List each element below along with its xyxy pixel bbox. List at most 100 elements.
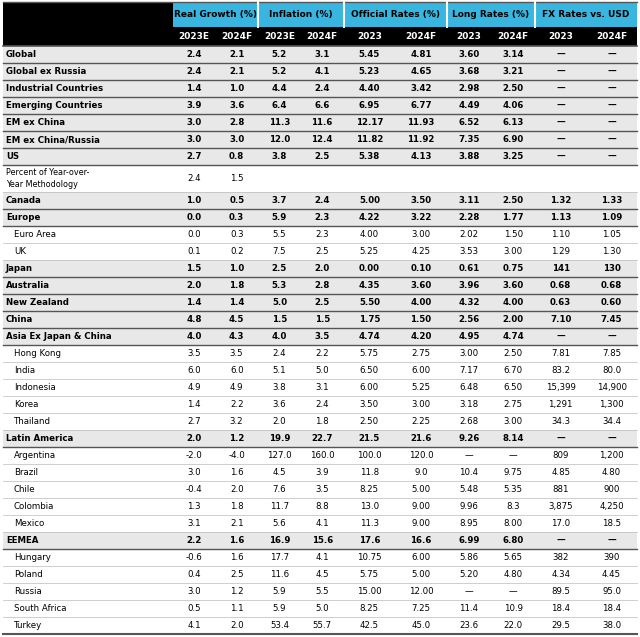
Text: 89.5: 89.5: [551, 587, 570, 596]
Bar: [3, 114, 637, 131]
Text: 4.45: 4.45: [602, 570, 621, 579]
Text: 5.00: 5.00: [412, 570, 431, 579]
Text: 34.3: 34.3: [551, 417, 570, 426]
Text: India: India: [14, 366, 35, 375]
Text: 5.38: 5.38: [359, 152, 380, 161]
Text: 6.95: 6.95: [359, 101, 380, 110]
Text: 3.88: 3.88: [458, 152, 479, 161]
Text: 4.06: 4.06: [502, 101, 524, 110]
Text: 2.75: 2.75: [412, 349, 431, 358]
Text: 5.00: 5.00: [412, 485, 431, 494]
Text: 2.50: 2.50: [502, 84, 524, 93]
Text: 2024F: 2024F: [405, 32, 436, 41]
Text: 4.5: 4.5: [316, 570, 329, 579]
Text: 12.17: 12.17: [356, 118, 383, 127]
Text: Brazil: Brazil: [14, 468, 38, 477]
Text: 8.25: 8.25: [360, 604, 379, 613]
Text: 2024F: 2024F: [497, 32, 529, 41]
Text: 1.0: 1.0: [229, 84, 244, 93]
Text: 1.8: 1.8: [229, 281, 244, 290]
Text: 2.25: 2.25: [412, 417, 431, 426]
Text: —: —: [607, 135, 616, 144]
Text: 3.22: 3.22: [410, 213, 432, 222]
Text: 2.50: 2.50: [504, 349, 523, 358]
Text: 4.25: 4.25: [412, 247, 431, 256]
Text: EEMEA: EEMEA: [6, 536, 38, 545]
Text: 4.5: 4.5: [229, 315, 244, 324]
Text: 2.50: 2.50: [502, 196, 524, 205]
Text: 4.74: 4.74: [358, 332, 380, 341]
Text: 881: 881: [552, 485, 569, 494]
Text: 3.5: 3.5: [230, 349, 243, 358]
Text: 4.80: 4.80: [602, 468, 621, 477]
Text: 3.6: 3.6: [273, 400, 286, 409]
Text: Emerging Countries: Emerging Countries: [6, 101, 102, 110]
Text: 1,300: 1,300: [599, 400, 624, 409]
Text: 95.0: 95.0: [602, 587, 621, 596]
Text: 3.96: 3.96: [458, 281, 479, 290]
Text: Poland: Poland: [14, 570, 43, 579]
Text: Korea: Korea: [14, 400, 38, 409]
Text: 1.4: 1.4: [187, 400, 201, 409]
Text: 3,875: 3,875: [548, 502, 573, 511]
Text: 4.81: 4.81: [410, 50, 432, 59]
Text: 34.4: 34.4: [602, 417, 621, 426]
Text: 2023E: 2023E: [179, 32, 209, 41]
Text: 10.9: 10.9: [504, 604, 523, 613]
Text: 8.00: 8.00: [504, 519, 523, 528]
Text: -0.6: -0.6: [186, 553, 202, 562]
Text: 2.5: 2.5: [315, 152, 330, 161]
Bar: [3, 148, 637, 165]
Text: Global: Global: [6, 50, 37, 59]
Text: 6.50: 6.50: [360, 366, 379, 375]
Text: —: —: [556, 152, 565, 161]
Bar: [586, 27, 637, 46]
Text: —: —: [556, 67, 565, 76]
Text: 2.7: 2.7: [187, 417, 201, 426]
Text: 1.50: 1.50: [410, 315, 431, 324]
Text: —: —: [556, 434, 565, 443]
Text: 2.2: 2.2: [316, 349, 329, 358]
Text: 1.32: 1.32: [550, 196, 572, 205]
Text: 0.5: 0.5: [229, 196, 244, 205]
Text: 17.7: 17.7: [270, 553, 289, 562]
Text: 8.8: 8.8: [316, 502, 329, 511]
Text: 23.6: 23.6: [460, 621, 479, 630]
Text: 15,399: 15,399: [546, 383, 575, 392]
Text: 2023E: 2023E: [264, 32, 295, 41]
Text: 4.5: 4.5: [273, 468, 286, 477]
Text: —: —: [509, 451, 518, 460]
Text: 2.1: 2.1: [229, 67, 244, 76]
Text: 6.99: 6.99: [458, 536, 479, 545]
Text: 21.5: 21.5: [359, 434, 380, 443]
Text: 3.7: 3.7: [272, 196, 287, 205]
Text: 18.4: 18.4: [602, 604, 621, 613]
Text: 2.0: 2.0: [186, 281, 202, 290]
Text: —: —: [607, 536, 616, 545]
Bar: [344, 27, 395, 46]
Text: 3.5: 3.5: [316, 485, 329, 494]
Text: 1.50: 1.50: [504, 230, 523, 240]
Text: 0.75: 0.75: [502, 264, 524, 273]
Text: 1.6: 1.6: [230, 553, 243, 562]
Text: 2.4: 2.4: [186, 67, 202, 76]
Text: 0.61: 0.61: [458, 264, 479, 273]
Text: 4.1: 4.1: [316, 553, 329, 562]
Text: 5.86: 5.86: [460, 553, 479, 562]
Text: 0.8: 0.8: [229, 152, 244, 161]
Text: 1.2: 1.2: [230, 587, 243, 596]
Text: 11.82: 11.82: [356, 135, 383, 144]
Text: 3.53: 3.53: [460, 247, 479, 256]
Text: —: —: [556, 50, 565, 59]
Text: 2.4: 2.4: [314, 196, 330, 205]
Text: 4.3: 4.3: [229, 332, 244, 341]
Text: 7.81: 7.81: [551, 349, 570, 358]
Text: -0.4: -0.4: [186, 485, 202, 494]
Bar: [3, 532, 637, 549]
Text: Chile: Chile: [14, 485, 36, 494]
Bar: [3, 294, 637, 311]
Text: 5.5: 5.5: [316, 587, 329, 596]
Text: 3.00: 3.00: [412, 400, 431, 409]
Bar: [3, 277, 637, 294]
Text: 5.65: 5.65: [504, 553, 523, 562]
